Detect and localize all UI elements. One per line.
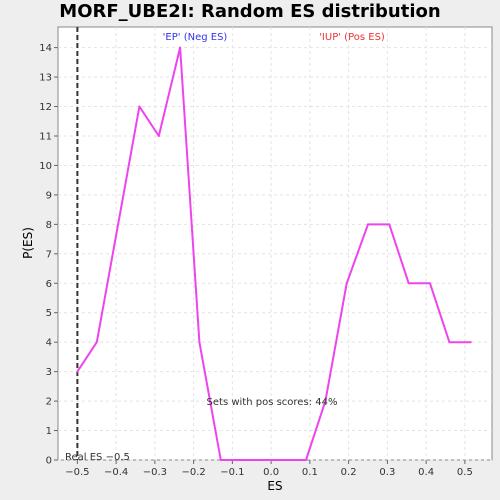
x-tick-label: 0.3 bbox=[379, 467, 395, 478]
x-tick-label: −0.5 bbox=[65, 467, 89, 478]
y-tick-label: 5 bbox=[46, 308, 52, 319]
y-tick-label: 1 bbox=[46, 426, 52, 437]
es-data-point bbox=[138, 105, 141, 108]
es-data-point bbox=[305, 459, 307, 461]
es-data-point bbox=[239, 459, 242, 461]
x-tick-label: 0.5 bbox=[457, 467, 473, 478]
x-axis-title: ES bbox=[267, 479, 282, 493]
es-data-point bbox=[76, 370, 79, 373]
y-tick-label: 8 bbox=[46, 220, 52, 231]
series-layer bbox=[76, 46, 472, 461]
neg-es-label: 'EP' (Neg ES) bbox=[163, 32, 228, 43]
es-data-point bbox=[157, 134, 160, 137]
pos-es-label: 'IUP' (Pos ES) bbox=[319, 32, 385, 43]
real-es-label: Real ES −0.5 bbox=[65, 452, 130, 463]
y-tick-label: 7 bbox=[46, 249, 52, 260]
x-tick-label: −0.4 bbox=[104, 467, 128, 478]
y-tick-label: 14 bbox=[39, 43, 52, 54]
y-tick-label: 0 bbox=[46, 456, 52, 467]
y-tick-label: 6 bbox=[46, 279, 52, 290]
x-tick-label: 0.4 bbox=[418, 467, 434, 478]
es-data-point bbox=[95, 341, 98, 344]
es-data-point bbox=[388, 223, 391, 226]
y-tick-label: 13 bbox=[39, 73, 52, 84]
es-data-point bbox=[345, 282, 348, 285]
pos-scores-annotation: Sets with pos scores: 44% bbox=[207, 397, 338, 408]
es-data-point bbox=[262, 459, 265, 461]
es-data-point bbox=[283, 459, 286, 461]
es-data-point bbox=[198, 341, 201, 344]
es-data-point bbox=[179, 46, 182, 49]
y-tick-label: 11 bbox=[39, 131, 52, 142]
x-tick-label: 0.2 bbox=[341, 467, 357, 478]
y-tick-label: 2 bbox=[46, 397, 52, 408]
es-data-point bbox=[448, 341, 451, 344]
es-data-point bbox=[324, 400, 327, 403]
y-tick-label: 4 bbox=[46, 338, 52, 349]
es-data-point bbox=[219, 459, 222, 461]
es-data-point bbox=[469, 341, 472, 344]
x-tick-label: −0.3 bbox=[143, 467, 167, 478]
annotation-layer: 'EP' (Neg ES) 'IUP' (Pos ES) Sets with p… bbox=[65, 32, 385, 463]
x-tick-label: −0.2 bbox=[181, 467, 205, 478]
chart-title: MORF_UBE2I: Random ES distribution bbox=[59, 1, 441, 22]
plot-background bbox=[57, 26, 493, 461]
x-tick-label: 0.0 bbox=[263, 467, 279, 478]
y-tick-label: 12 bbox=[39, 102, 52, 113]
y-tick-label: 3 bbox=[46, 367, 52, 378]
x-tick-label: 0.1 bbox=[302, 467, 318, 478]
y-tick-label: 10 bbox=[39, 161, 52, 172]
es-data-point bbox=[429, 282, 431, 285]
y-tick-label: 9 bbox=[46, 190, 52, 201]
x-tick-label: −0.1 bbox=[220, 467, 244, 478]
y-axis-title: P(ES) bbox=[21, 227, 35, 259]
es-data-point bbox=[407, 282, 410, 285]
es-data-point bbox=[367, 223, 369, 226]
